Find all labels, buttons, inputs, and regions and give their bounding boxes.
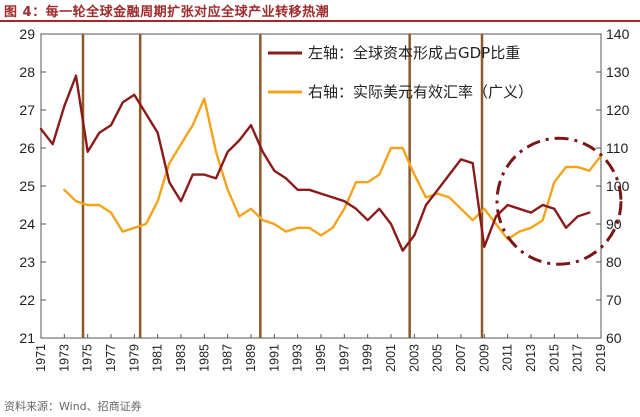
right-tick-label: 70 (606, 292, 622, 308)
x-tick-label: 1977 (104, 344, 118, 372)
right-tick-label: 140 (606, 26, 630, 42)
right-series-line (63, 97, 603, 241)
left-tick-label: 26 (19, 140, 35, 156)
left-series-line (39, 74, 591, 252)
x-tick-label: 1973 (57, 344, 71, 372)
left-tick-label: 27 (19, 102, 35, 118)
right-axis-ticks: 60 70 80 90 100 110 120 130 140 (596, 26, 630, 346)
right-tick-label: 110 (606, 140, 629, 156)
x-tick-label: 2009 (477, 344, 491, 372)
x-tick-label: 2005 (431, 344, 445, 372)
x-tick-label: 2017 (571, 344, 585, 372)
x-tick-label: 1987 (221, 344, 235, 372)
right-tick-label: 130 (606, 64, 630, 80)
x-tick-label: 2013 (524, 344, 538, 372)
left-tick-label: 25 (19, 178, 35, 194)
x-tick-label: 2019 (594, 344, 608, 372)
highlight-ellipse (495, 136, 623, 266)
x-tick-label: 1975 (81, 344, 95, 372)
x-tick-label: 1981 (151, 344, 165, 372)
x-tick-label: 2015 (547, 344, 561, 372)
x-tick-label: 1983 (174, 344, 188, 372)
legend-label-left-series: 左轴：全球资本形成占GDP比重 (308, 44, 520, 62)
x-tick-label: 1971 (34, 344, 48, 372)
right-tick-label: 90 (606, 216, 622, 232)
right-tick-label: 120 (606, 102, 630, 118)
cycle-vertical-lines (81, 34, 484, 338)
x-tick-label: 1991 (267, 344, 281, 372)
left-tick-label: 23 (19, 254, 35, 270)
legend-label-right-series: 右轴：实际美元有效汇率（广义） (308, 83, 533, 101)
plot-frame (40, 33, 602, 339)
left-axis-ticks: 21 22 23 24 25 26 27 28 29 (19, 26, 46, 346)
legend: 左轴：全球资本形成占GDP比重 右轴：实际美元有效汇率（广义） (268, 44, 533, 101)
x-tick-label: 2003 (407, 344, 421, 372)
series-layer (39, 74, 603, 252)
right-tick-label: 80 (606, 254, 622, 270)
x-axis-ticks: 1971 1973 1975 1977 1979 1981 1983 1985 1987 1989… (34, 334, 608, 372)
x-tick-label: 1979 (127, 344, 141, 372)
x-tick-label: 1997 (337, 344, 351, 372)
x-tick-label: 1989 (244, 344, 258, 372)
x-tick-label: 1985 (197, 344, 211, 372)
x-tick-label: 1999 (361, 344, 375, 372)
x-tick-label: 2007 (454, 344, 468, 372)
left-tick-label: 24 (19, 216, 35, 232)
right-tick-label: 100 (606, 178, 630, 194)
left-tick-label: 22 (19, 292, 35, 308)
right-tick-label: 60 (606, 330, 622, 346)
x-tick-label: 1995 (314, 344, 328, 372)
annotation-layer (495, 136, 623, 266)
source-note: 资料来源：Wind、招商证券 (4, 400, 142, 413)
figure-title: 图 4：每一轮全球金融周期扩张对应全球产业转移热潮 (4, 5, 330, 20)
figure-title-bar: 图 4：每一轮全球金融周期扩张对应全球产业转移热潮 (0, 0, 640, 22)
left-tick-label: 28 (19, 64, 35, 80)
left-tick-label: 21 (19, 330, 35, 346)
left-tick-label: 29 (19, 26, 35, 42)
x-tick-label: 1993 (291, 344, 305, 372)
x-tick-label: 2001 (384, 344, 398, 372)
x-tick-label: 2011 (501, 344, 515, 371)
